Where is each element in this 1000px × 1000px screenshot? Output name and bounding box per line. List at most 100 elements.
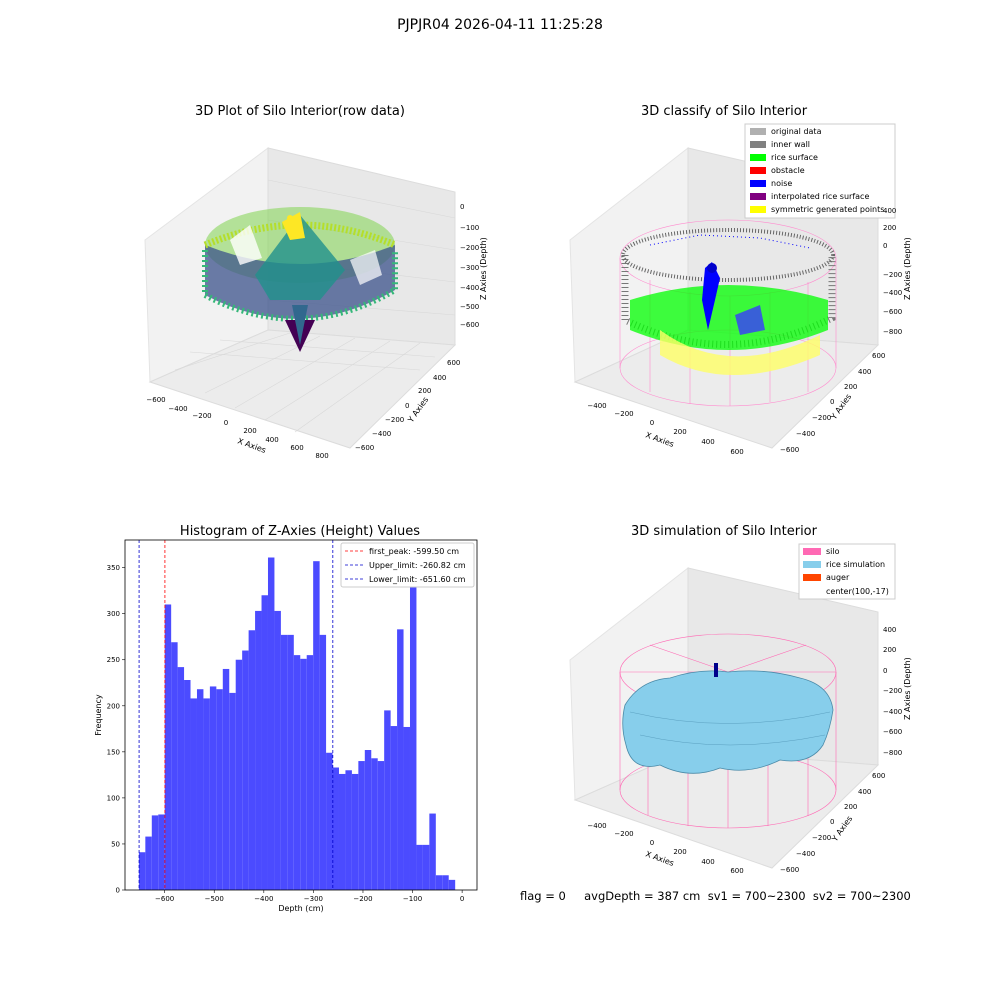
histogram-ytick-label: 50 [111, 840, 120, 848]
histogram-ytick-label: 100 [107, 794, 120, 802]
histogram-bar [326, 752, 333, 890]
simulation-ytick: 200 [844, 803, 857, 811]
raw-xtick: 600 [290, 444, 303, 452]
histogram-bar [384, 710, 391, 890]
status-footer: flag = 0 avgDepth = 387 cm sv1 = 700~230… [520, 889, 911, 903]
histogram-bar [390, 726, 398, 890]
histogram-x-ticks: −600 −500 −400 −300 −200 −100 0 [155, 890, 464, 903]
simulation-xtick: −200 [614, 830, 633, 838]
legend-inner-wall: inner wall [771, 140, 810, 149]
histogram-bar [261, 595, 268, 890]
simulation-ytick: 400 [858, 788, 871, 796]
legend-rice-surface: rice surface [771, 153, 818, 162]
raw-plot-title: 3D Plot of Silo Interior(row data) [195, 104, 405, 119]
simulation-ztick: −800 [883, 749, 902, 757]
histogram-xtick-label: −200 [353, 895, 372, 903]
histogram-bar [313, 561, 320, 890]
histogram-bar [164, 604, 172, 890]
classify-xlabel: X Axies [644, 430, 675, 449]
raw-ztick: −200 [460, 244, 479, 252]
classify-3d-plot: original data inner wall rice surface ob… [569, 123, 912, 456]
legend-lower-limit: Lower_limit: -651.60 cm [369, 575, 466, 584]
raw-zlabel: Z Axies (Depth) [479, 237, 488, 300]
histogram-ytick-label: 0 [116, 887, 120, 895]
simulation-zlabel: Z Axies (Depth) [903, 657, 912, 720]
legend-silo: silo [826, 547, 840, 556]
histogram-ylabel: Frequency [94, 694, 103, 736]
simulation-ztick: 200 [883, 646, 896, 654]
raw-ytick: 0 [405, 402, 409, 410]
histogram-bar [145, 836, 152, 890]
simulation-xtick: 400 [701, 858, 714, 866]
legend-swatch-silo [803, 548, 821, 555]
histogram-ytick-label: 250 [107, 656, 120, 664]
histogram-ytick-label: 300 [107, 610, 120, 618]
raw-xlabel: X Axies [236, 436, 267, 455]
legend-first-peak: first_peak: -599.50 cm [369, 547, 459, 556]
histogram-bar [222, 668, 230, 890]
classify-zlabel: Z Axies (Depth) [903, 237, 912, 300]
figure-suptitle: PJPJR04 2026-04-11 11:25:28 [397, 17, 603, 33]
histogram-y-ticks: 0 50 100 150 200 250 300 350 [107, 564, 125, 895]
raw-ztick: −100 [460, 224, 479, 232]
histogram-xlabel: Depth (cm) [278, 904, 323, 913]
raw-ztick: −600 [460, 321, 479, 329]
histogram-bar [267, 557, 275, 890]
classify-xtick: 200 [673, 428, 686, 436]
simulation-3d-plot: silo rice simulation auger center(100,-1… [569, 543, 912, 875]
histogram-xtick-label: −100 [403, 895, 422, 903]
classify-ytick: −600 [780, 446, 799, 454]
raw-xtick: 200 [243, 427, 256, 435]
classify-xtick: 0 [650, 419, 654, 427]
histogram-bar [429, 813, 436, 890]
simulation-x-ticks: −400 −200 0 200 400 600 [587, 822, 743, 875]
simulation-xtick: −400 [587, 822, 606, 830]
raw-ytick: 200 [418, 387, 431, 395]
simulation-ytick: −400 [796, 850, 815, 858]
classify-ztick: 400 [883, 207, 896, 215]
legend-obstacle: obstacle [771, 166, 805, 175]
histogram-bar [397, 629, 404, 890]
histogram-bar [377, 761, 385, 890]
classify-ytick: −200 [812, 414, 831, 422]
raw-ytick: 600 [447, 359, 460, 367]
histogram-bar [274, 610, 281, 890]
legend-swatch-symmetric [750, 206, 766, 213]
classify-ytick: 0 [830, 398, 834, 406]
histogram-plot-frame [124, 539, 478, 891]
histogram-bar [280, 634, 288, 890]
raw-ytick: −400 [372, 430, 391, 438]
classify-xtick: −200 [614, 410, 633, 418]
classify-point-cloud [621, 228, 836, 375]
classify-ylabel: Y Axies [829, 392, 854, 422]
histogram-bar [184, 680, 191, 890]
legend-swatch-original-data [750, 128, 766, 135]
legend-rice-simulation: rice simulation [826, 560, 885, 569]
histogram-bar [358, 761, 365, 890]
legend-noise: noise [771, 179, 792, 188]
simulation-ytick: 0 [830, 818, 834, 826]
simulation-ztick: −600 [883, 728, 902, 736]
raw-xtick: −400 [168, 405, 187, 413]
histogram-bar [255, 610, 262, 890]
classify-z-ticks: 200 0 −200 −400 −600 −800 400 [883, 207, 902, 336]
simulation-ytick: −600 [780, 866, 799, 874]
raw-z-ticks: 0 −100 −200 −300 −400 −500 −600 [460, 203, 479, 329]
histogram-ytick-label: 350 [107, 564, 120, 572]
histogram-bar [151, 815, 159, 890]
histogram-xtick-label: 0 [460, 895, 464, 903]
legend-swatch-rice-simulation [803, 561, 821, 568]
legend-interpolated: interpolated rice surface [771, 192, 869, 201]
raw-xtick: −200 [192, 412, 211, 420]
simulation-legend: silo rice simulation auger center(100,-1… [798, 543, 896, 600]
raw-y-ticks: 600 400 200 0 −200 −400 −600 [355, 359, 460, 452]
raw-xtick: 400 [265, 436, 278, 444]
histogram-bar [409, 566, 417, 890]
histogram-bar [403, 726, 410, 890]
histogram-chart: −600 −500 −400 −300 −200 −100 0 0 50 100 150 200 25… [94, 539, 478, 913]
simulation-xtick: 200 [673, 848, 686, 856]
histogram-bar [229, 692, 236, 890]
classify-x-ticks: −400 −200 0 200 400 600 [587, 402, 743, 456]
classify-xtick: 400 [701, 438, 714, 446]
histogram-vlines [138, 540, 334, 890]
